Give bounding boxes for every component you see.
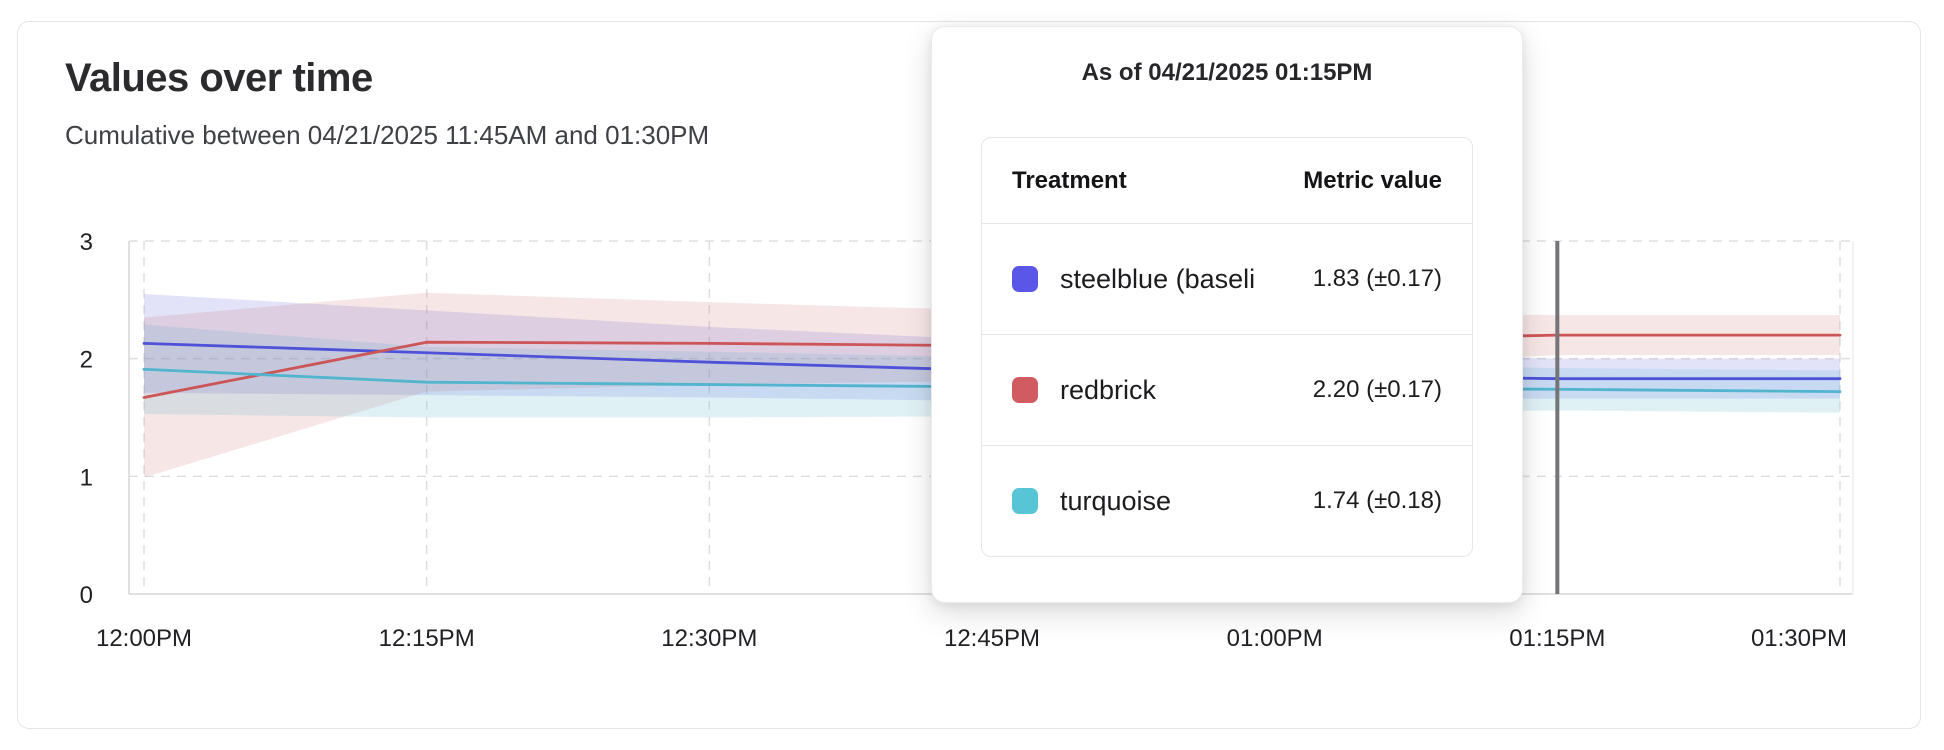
y-tick-label: 2: [80, 347, 93, 374]
tooltip-table-header: Treatment Metric value: [982, 138, 1472, 224]
metric-value: 2.20 (±0.17): [1312, 376, 1442, 403]
hover-tooltip: As of 04/21/2025 01:15PM Treatment Metri…: [931, 26, 1523, 603]
x-tick-label-12-00pm: 12:00PM: [96, 625, 192, 652]
x-tick-label-01-30pm: 01:30PM: [1751, 625, 1847, 652]
chart-card: Values over time Cumulative between 04/2…: [17, 21, 1921, 729]
x-tick-label-12-45pm: 12:45PM: [944, 625, 1040, 652]
y-tick-label: 3: [80, 229, 93, 256]
x-tick-label-01-15pm: 01:15PM: [1509, 625, 1605, 652]
y-tick-label: 1: [80, 464, 93, 491]
turquoise-swatch: [1012, 488, 1038, 514]
tooltip-col-metric-value: Metric value: [1303, 166, 1442, 194]
tooltip-row-turquoise: turquoise 1.74 (±0.18): [982, 446, 1472, 556]
redbrick-swatch: [1012, 377, 1038, 403]
page-title: Values over time: [65, 56, 373, 100]
steelblue-swatch: [1012, 266, 1038, 292]
x-tick-label-12-30pm: 12:30PM: [661, 625, 757, 652]
page-subtitle: Cumulative between 04/21/2025 11:45AM an…: [65, 120, 710, 150]
treatment-name: steelblue (baseli: [1060, 263, 1256, 294]
tooltip-table: Treatment Metric value steelblue (baseli…: [981, 137, 1473, 557]
y-tick-label: 0: [80, 582, 93, 609]
treatment-name: turquoise: [1060, 485, 1172, 516]
x-tick-label-12-15pm: 12:15PM: [379, 625, 475, 652]
tooltip-row-steelblue: steelblue (baseli 1.83 (±0.17): [982, 224, 1472, 335]
x-tick-label-01-00pm: 01:00PM: [1227, 625, 1323, 652]
metric-value: 1.83 (±0.17): [1312, 265, 1442, 292]
tooltip-row-redbrick: redbrick 2.20 (±0.17): [982, 335, 1472, 446]
tooltip-title: As of 04/21/2025 01:15PM: [1081, 59, 1373, 86]
treatment-name: redbrick: [1060, 374, 1157, 405]
tooltip-col-treatment: Treatment: [1012, 166, 1127, 194]
metric-value: 1.74 (±0.18): [1312, 487, 1442, 514]
